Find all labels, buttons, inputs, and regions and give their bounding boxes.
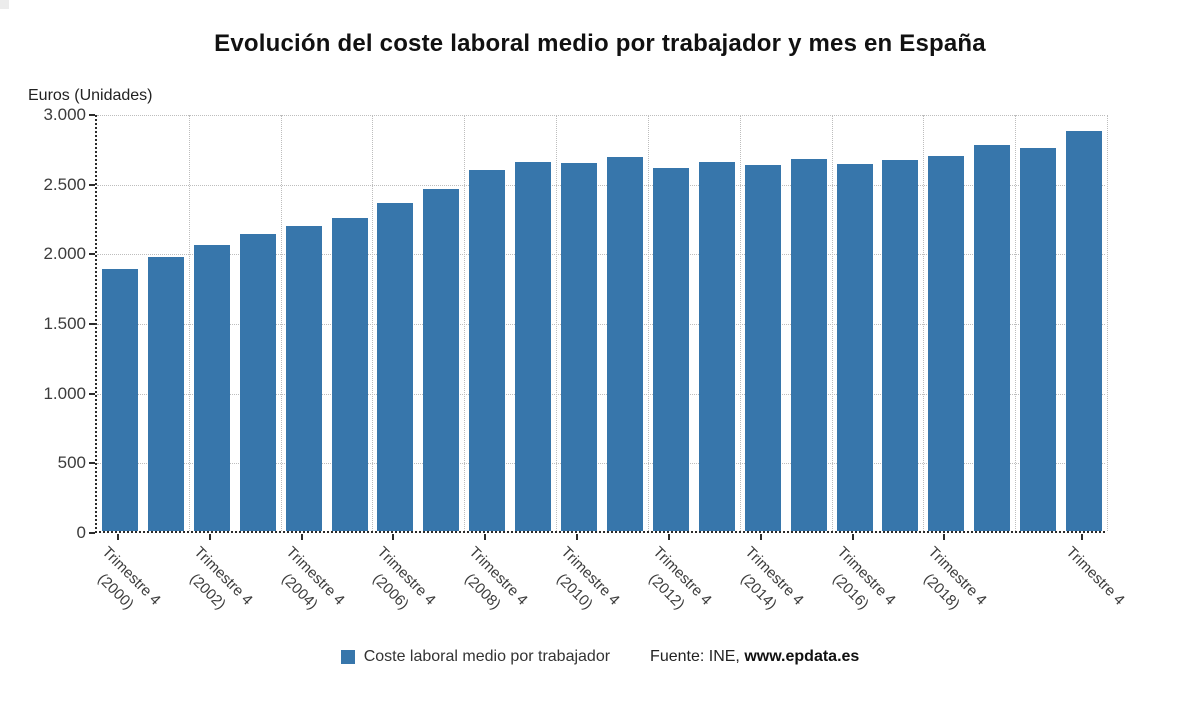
y-tick [89,183,95,186]
source-line: Fuente: INE, www.epdata.es [650,648,859,666]
source-prefix: Fuente: INE, [650,648,745,665]
x-tick-label: Trimestre 4 (2004) [278,543,348,613]
plot-area [95,115,1108,533]
chart-title: Evolución del coste laboral medio por tr… [214,30,986,57]
y-tick-label: 3.000 [43,105,86,124]
x-tick-label: Trimestre 4 [1062,543,1128,609]
v-gridline [739,115,741,531]
bar [836,163,873,531]
v-gridline [923,115,925,531]
legend-label: Coste laboral medio por trabajador [363,648,611,665]
legend-row: Coste laboral medio por trabajador Fuent… [0,648,1200,666]
y-tick [89,253,95,256]
v-gridline [464,115,466,531]
x-tick [1081,534,1084,540]
y-tick-label: 1.500 [43,314,86,333]
v-gridline [831,115,833,531]
v-gridline [280,115,282,531]
source-link[interactable]: www.epdata.es [744,648,860,665]
x-tick-label: Trimestre 4 (2000) [94,543,164,613]
bar [561,162,598,531]
x-tick [943,534,946,540]
y-tick-label: 2.000 [43,244,86,264]
x-tick-label: Trimestre 4 (2008) [461,543,532,613]
x-tick [392,534,395,540]
legend-swatch-icon [340,650,355,664]
y-tick-label: 500 [57,453,86,473]
h-gridline [97,324,1105,325]
y-axis-title: Euros (Unidades) [28,87,153,104]
bar [744,164,781,531]
x-tick-label: Trimestre 4 (2018) [920,543,991,613]
bar [193,245,230,531]
y-tick-label: 2.500 [43,174,86,194]
bar [1066,130,1103,531]
v-gridline [372,115,374,531]
h-gridline [97,393,1105,395]
v-gridline [1015,115,1017,531]
bar [1020,147,1057,531]
bar [377,203,414,531]
v-gridline [647,115,649,531]
x-tick-label: Trimestre 4 (2002) [186,543,256,613]
x-tick [300,534,303,540]
h-gridline [97,463,1105,465]
h-gridline [97,115,1105,116]
x-tick-label: Trimestre 4 (2006) [369,543,440,613]
bar [469,170,506,531]
bar [147,257,184,531]
x-tick [484,534,487,540]
x-tick [116,534,119,540]
y-tick [89,532,95,534]
y-tick [89,392,95,395]
v-gridline [188,115,190,531]
bar [331,217,368,531]
y-tick [89,462,95,465]
bar [423,188,460,531]
bar [928,155,965,531]
x-tick-label: Trimestre 4 (2016) [828,543,899,613]
x-tick [576,534,579,540]
y-tick [89,114,95,116]
h-gridline [97,254,1105,256]
bar [285,226,322,531]
legend-item-coste-laboral[interactable]: Coste laboral medio por trabajador [340,648,611,666]
x-tick [851,534,854,540]
y-tick-label: 0 [76,523,86,542]
x-tick [759,534,762,540]
bar [515,161,552,531]
y-tick [89,323,95,325]
bar [101,269,138,531]
h-gridline [97,184,1105,186]
x-tick [667,534,670,540]
v-gridline [556,115,558,531]
bar [606,157,643,531]
x-tick-label: Trimestre 4 (2010) [553,543,623,613]
x-tick-label: Trimestre 4 (2014) [737,543,807,613]
bar [882,159,919,531]
v-gridline [1107,115,1108,531]
bar [239,233,276,531]
corner-artifact [0,0,9,9]
x-tick-label: Trimestre 4 (2012) [645,543,715,613]
bar [652,168,689,531]
bar [698,161,735,531]
bar [790,158,827,531]
x-tick [208,534,211,540]
y-tick-label: 1.000 [43,383,86,403]
bar [974,145,1011,531]
